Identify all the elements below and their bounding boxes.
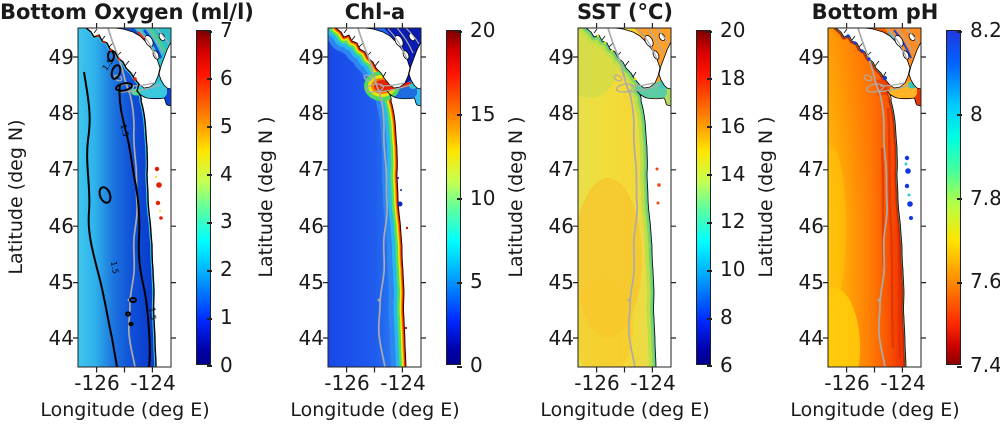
colorbar-sst (696, 30, 711, 365)
colorbar-tick-label: 5 (212, 116, 250, 136)
y-tick-label: 46 (298, 213, 324, 238)
y-tick-label: 45 (48, 269, 74, 294)
colorbar-tick-label: 20 (712, 20, 750, 40)
y-tick-label: 48 (798, 101, 824, 126)
colorbar-tick-labels: 8.2 8 7.8 7.6 7.4 (962, 20, 1000, 375)
panel-bottom-oxygen: Bottom Oxygen (ml/l) Latitude (deg N) 49… (0, 0, 254, 427)
map-chl-a (322, 22, 427, 374)
y-tick-label: 44 (548, 325, 574, 350)
y-tick-label: 46 (548, 213, 574, 238)
y-tick-label: 47 (798, 157, 824, 182)
x-tick-label: -126 (74, 371, 120, 395)
colorbar-tick-label: 12 (712, 211, 750, 231)
colorbar-tick-label: 10 (462, 188, 500, 208)
x-axis-label: Longitude (deg E) (540, 399, 710, 421)
colorbar-tick-label: 7 (212, 20, 250, 40)
colorbar-tick-labels: 20 15 10 5 0 (462, 20, 500, 375)
colorbar-tick-label: 20 (462, 20, 500, 40)
y-tick-label: 49 (798, 45, 824, 69)
colorbar-tick-labels: 20 18 16 14 12 10 8 6 (712, 20, 750, 375)
y-axis-label: Latitude (deg N ) (755, 116, 777, 278)
x-axis-label: Longitude (deg E) (40, 399, 210, 421)
panel-title: Chl-a (344, 0, 406, 24)
colorbar-tick-label: 7.8 (962, 188, 1000, 208)
y-tick-label: 48 (548, 101, 574, 126)
y-tick-label: 48 (48, 101, 74, 126)
colorbar-tick-label: 8 (712, 307, 750, 327)
x-tick-label: -124 (630, 371, 676, 395)
contour-label: 1.5 (119, 123, 131, 138)
y-tick-label: 44 (798, 325, 824, 350)
colorbar-tick-label: 8 (962, 104, 1000, 124)
colorbar-tick-label: 10 (712, 259, 750, 279)
y-tick-labels: 49 48 47 46 45 44 (778, 47, 824, 348)
colorbar-tick-label: 18 (712, 68, 750, 88)
colorbar-tick-label: 8.2 (962, 20, 1000, 40)
y-tick-label: 45 (298, 269, 324, 294)
x-tick-label: -124 (130, 371, 176, 395)
colorbar-tick-label: 3 (212, 211, 250, 231)
x-axis-label: Longitude (deg E) (290, 399, 460, 421)
x-tick-label: -126 (824, 371, 870, 395)
colorbar-tick-label: 14 (712, 164, 750, 184)
contour-label: 1.5 (147, 307, 157, 321)
contour-label: 1.5 (109, 261, 120, 275)
y-tick-label: 46 (48, 213, 74, 238)
y-tick-label: 49 (298, 45, 324, 69)
colorbar-tick-label: 4 (212, 164, 250, 184)
map-bottom-ph (822, 22, 927, 374)
y-axis-label: Latitude (deg N ) (505, 116, 527, 278)
colorbar-tick-label: 7.4 (962, 355, 1000, 375)
panel-chl-a: Chl-a Latitude (deg N ) 49 48 47 46 45 44 (250, 0, 500, 427)
y-axis-label: Latitude (deg N ) (255, 116, 277, 278)
y-tick-labels: 49 48 47 46 45 44 (528, 47, 574, 348)
colorbar-tick-label: 1 (212, 307, 250, 327)
y-tick-label: 46 (798, 213, 824, 238)
y-tick-label: 49 (48, 45, 74, 69)
y-axis-label: Latitude (deg N) (5, 119, 27, 275)
map-sst (572, 22, 677, 374)
x-tick-label: -124 (380, 371, 426, 395)
colorbar-tick-label: 0 (212, 355, 250, 375)
panel-title: SST (°C) (576, 0, 674, 24)
y-tick-label: 47 (298, 157, 324, 182)
panel-bottom-ph: Bottom pH Latitude (deg N ) 49 48 47 46 45 44 (750, 0, 1000, 427)
x-tick-label: -124 (880, 371, 926, 395)
colorbar-oxygen (196, 30, 211, 365)
x-tick-label: -126 (324, 371, 370, 395)
y-tick-labels: 49 48 47 46 45 44 (28, 47, 74, 348)
y-tick-label: 44 (298, 325, 324, 350)
x-axis-label: Longitude (deg E) (790, 399, 960, 421)
y-tick-label: 47 (48, 157, 74, 182)
colorbar-tick-label: 2 (212, 259, 250, 279)
map-bottom-oxygen: 1.5 1.5 1.5 1.5 (72, 22, 177, 374)
colorbar-tick-label: 7.6 (962, 271, 1000, 291)
colorbar-tick-label: 6 (212, 68, 250, 88)
colorbar-tick-label: 0 (462, 355, 500, 375)
y-tick-label: 45 (798, 269, 824, 294)
y-tick-label: 45 (548, 269, 574, 294)
colorbar-tick-label: 5 (462, 271, 500, 291)
panel-title: Bottom pH (811, 0, 939, 24)
y-tick-label: 44 (48, 325, 74, 350)
y-tick-labels: 49 48 47 46 45 44 (278, 47, 324, 348)
x-tick-label: -126 (574, 371, 620, 395)
panel-sst: SST (°C) Latitude (deg N ) 49 48 47 46 45 44 (500, 0, 750, 427)
colorbar-tick-label: 6 (712, 355, 750, 375)
y-tick-label: 48 (298, 101, 324, 126)
colorbar-tick-label: 15 (462, 104, 500, 124)
colorbar-tick-labels: 7 6 5 4 3 2 1 0 (212, 20, 250, 375)
colorbar-tick-label: 16 (712, 116, 750, 136)
y-tick-label: 49 (548, 45, 574, 69)
y-tick-label: 47 (548, 157, 574, 182)
